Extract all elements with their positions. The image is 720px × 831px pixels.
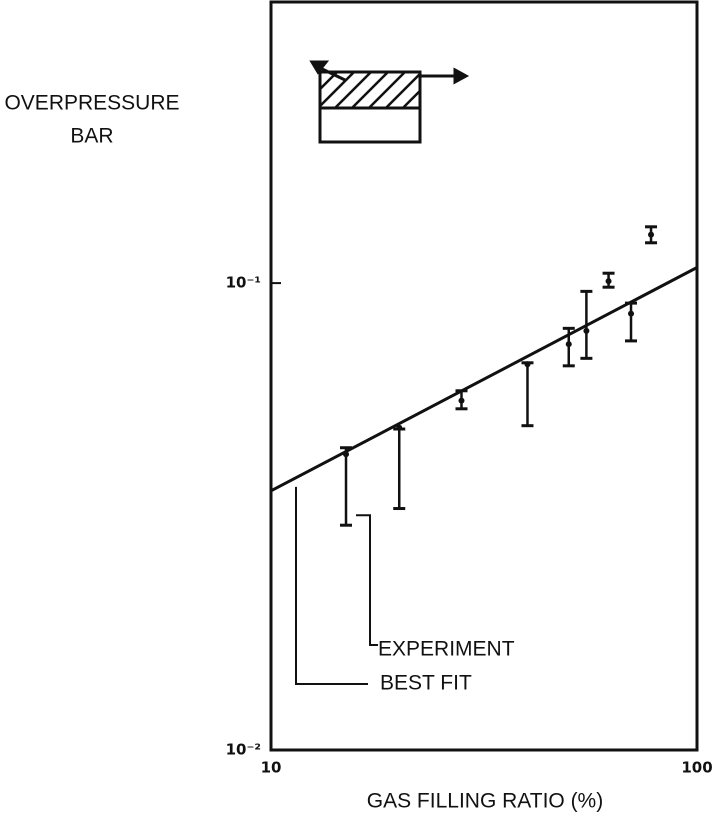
data-point [524,361,531,368]
data-point [583,327,590,334]
legend-label: EXPERIMENT [378,638,515,661]
data-point [565,341,572,348]
y-axis-label: BAR [70,125,113,148]
legend-label: BEST FIT [380,672,472,695]
data-point [628,310,635,317]
y-tick-label: 10⁻¹ [226,274,261,292]
data-point [605,278,612,285]
inset-diagram [309,60,470,144]
plot-frame [269,0,699,752]
data-point [396,424,403,431]
x-tick-label: 100 [681,759,712,777]
x-tick-label: 10 [261,759,282,777]
y-tick-label: 10⁻² [226,741,261,759]
y-axis-label: OVERPRESSURE [4,92,179,115]
fit-line [270,266,698,493]
legend-leader [295,486,368,685]
data-point [458,397,465,404]
legend-leader [356,514,379,646]
x-axis-label: GAS FILLING RATIO (%) [367,790,603,813]
data-point [648,231,655,238]
